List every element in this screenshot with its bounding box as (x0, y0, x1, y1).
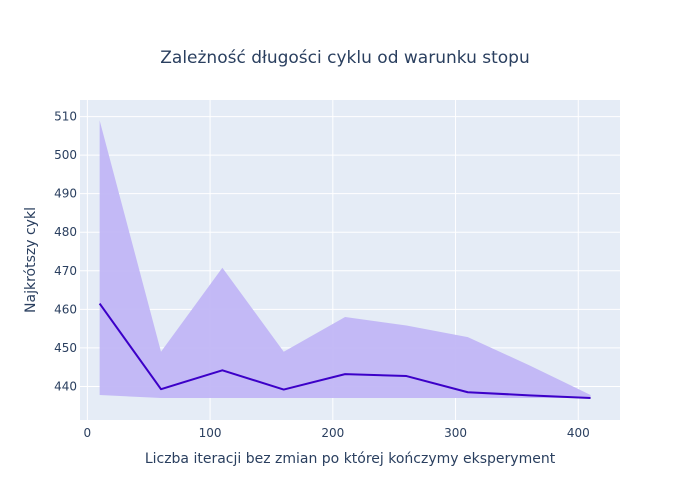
y-tick-label: 470 (54, 264, 77, 278)
y-axis-title: Najkrótszy cykl (23, 207, 39, 313)
y-tick-label: 450 (54, 341, 77, 355)
y-tick-label: 440 (54, 379, 77, 393)
mean-line (98, 302, 591, 400)
y-tick-label: 510 (54, 110, 77, 124)
x-tick-label: 400 (567, 426, 590, 440)
x-tick-label: 200 (321, 426, 344, 440)
x-tick-label: 300 (444, 426, 467, 440)
y-tick-label: 460 (54, 302, 77, 316)
min-max-band (99, 120, 591, 399)
chart-title: Zależność długości cyklu od warunku stop… (160, 48, 529, 68)
y-tick-label: 500 (54, 148, 77, 162)
mean-line-layer (98, 302, 591, 400)
range-band-layer (99, 120, 591, 399)
x-axis-ticks: 0 100 200 300 400 (84, 426, 590, 440)
x-axis-title: Liczba iteracji bez zmian po której końc… (145, 451, 556, 467)
y-tick-label: 490 (54, 187, 77, 201)
x-tick-label: 100 (199, 426, 222, 440)
x-tick-label: 0 (84, 426, 92, 440)
y-axis-ticks: 440 450 460 470 480 490 500 510 (54, 110, 77, 394)
y-tick-label: 480 (54, 225, 77, 239)
